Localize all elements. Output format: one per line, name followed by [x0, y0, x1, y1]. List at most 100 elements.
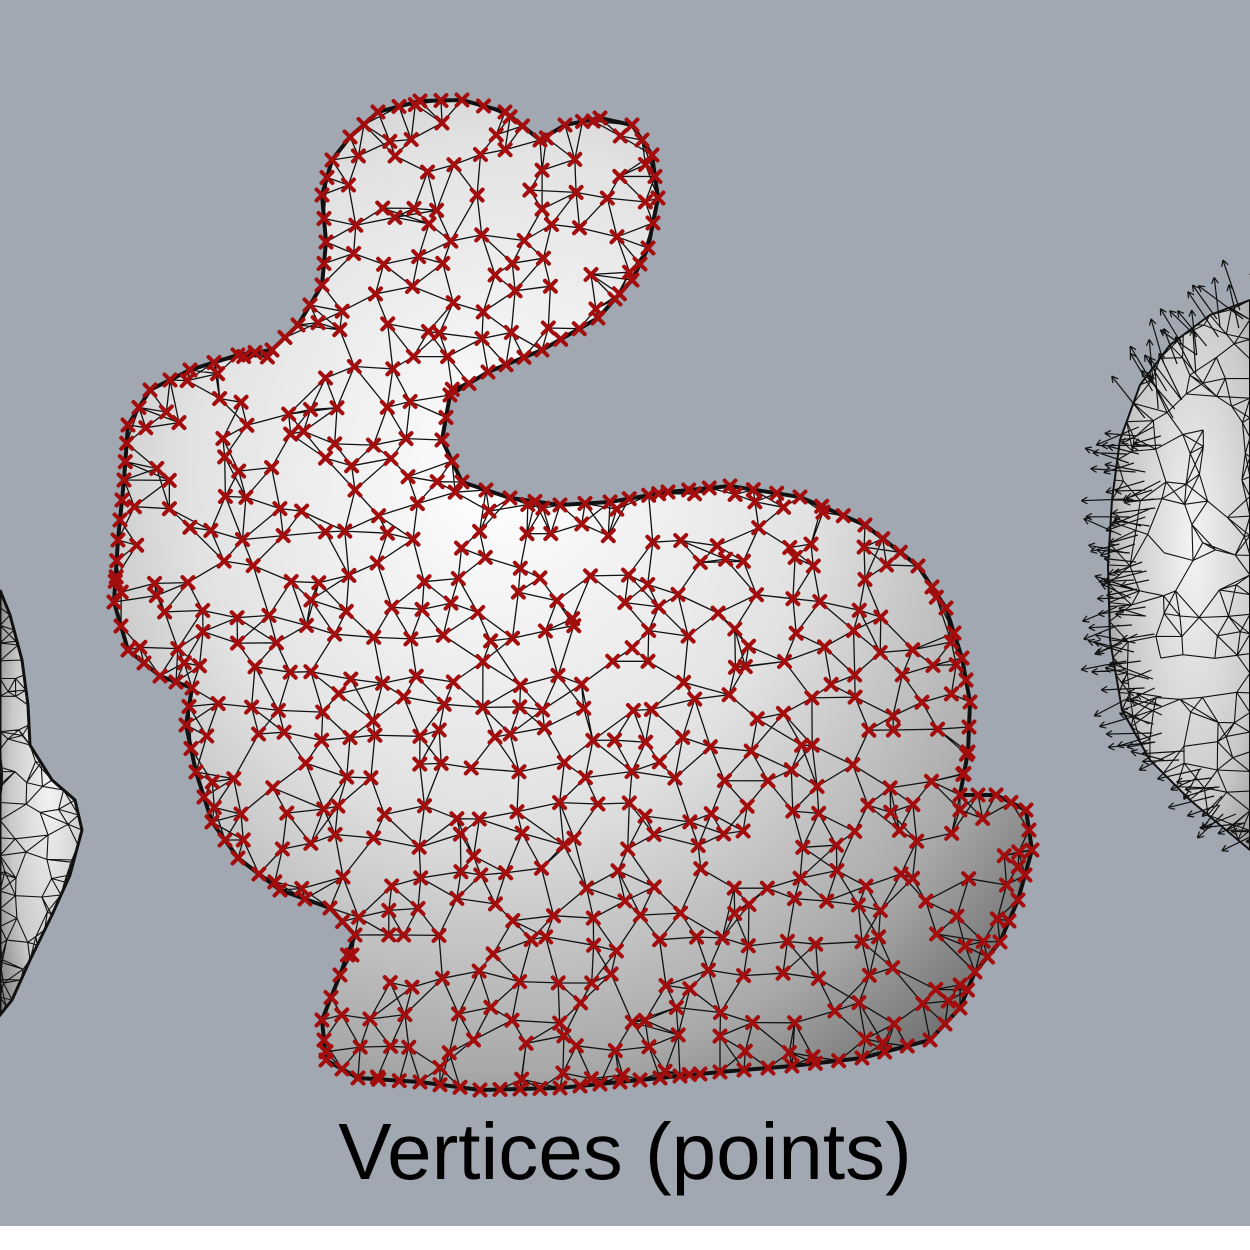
vertex-marker: [375, 675, 391, 691]
vertex-marker: [970, 787, 986, 803]
vertex-marker: [872, 645, 888, 660]
vertex-marker: [740, 938, 756, 954]
vertex-marker: [810, 970, 826, 986]
vertex-marker: [402, 394, 418, 409]
vertex-marker: [519, 526, 535, 542]
vertex-marker: [120, 417, 136, 433]
vertex-marker: [443, 595, 459, 611]
vertex-marker: [700, 962, 716, 978]
vertex-marker: [644, 147, 660, 163]
vertex-marker: [632, 1072, 648, 1088]
vertex-marker: [447, 484, 463, 500]
vertex-marker: [957, 938, 973, 954]
vertex-marker: [206, 355, 222, 370]
vertex-marker: [632, 256, 648, 272]
vertex-marker: [552, 1080, 568, 1096]
vertex-marker: [713, 1005, 728, 1020]
vertex-marker: [384, 878, 400, 894]
vertex-marker: [574, 676, 590, 692]
vertex-marker: [805, 558, 821, 574]
vertex-marker: [807, 1055, 823, 1071]
vertex-marker: [473, 867, 489, 883]
vertex-marker: [366, 437, 381, 453]
vertex-marker: [905, 642, 921, 658]
vertex-marker: [556, 1028, 572, 1044]
vertex-marker: [110, 532, 126, 548]
vertex-marker: [692, 1066, 708, 1082]
vertex-marker: [872, 903, 888, 918]
vertex-marker: [210, 366, 226, 382]
vertex-marker: [461, 376, 477, 391]
vertex-marker: [624, 117, 640, 133]
vertex-marker: [477, 549, 493, 565]
vertex-marker: [658, 978, 674, 993]
vertex-marker: [637, 808, 653, 824]
vertex-marker: [857, 517, 873, 533]
vertex-marker: [532, 1081, 548, 1096]
vertex-marker: [624, 764, 640, 779]
vertex-marker: [485, 946, 501, 962]
vertex-marker: [949, 908, 965, 924]
vertex-marker: [747, 494, 763, 510]
vertex-marker: [376, 256, 392, 272]
vertex-marker: [410, 901, 426, 916]
vertex-marker: [886, 1016, 902, 1032]
vertex-marker: [337, 523, 353, 539]
vertex-marker: [346, 359, 362, 374]
vertex-marker: [382, 975, 398, 991]
vertex-marker: [727, 621, 743, 637]
vertex-marker: [487, 729, 503, 745]
vertex-marker: [703, 806, 719, 822]
vertex-marker: [107, 573, 123, 589]
vertex-marker: [680, 628, 696, 644]
vertex-marker: [851, 995, 867, 1011]
vertex-marker: [116, 472, 132, 488]
vertex-marker: [856, 539, 872, 555]
vertex-marker: [384, 599, 400, 615]
vertex-marker: [660, 484, 676, 500]
vertex-marker: [556, 755, 572, 770]
vertex-marker: [714, 930, 730, 946]
vertex-marker: [794, 737, 810, 753]
vertex-marker: [1021, 822, 1037, 838]
vertex-marker: [779, 933, 795, 949]
vertex-marker: [577, 496, 593, 511]
vertex-marker: [371, 1071, 387, 1087]
vertex-marker: [451, 1006, 466, 1022]
vertex-marker: [344, 458, 360, 474]
vertex-marker: [556, 837, 572, 853]
vertex-marker: [411, 249, 427, 265]
vertex-marker: [760, 773, 776, 789]
vertex-marker: [831, 1053, 847, 1069]
vertex-marker: [436, 696, 452, 712]
vertex-marker: [737, 659, 753, 675]
vertex-marker: [396, 927, 412, 943]
vertex-marker: [117, 454, 133, 470]
vertex-marker: [640, 653, 656, 669]
vertex-marker: [188, 764, 204, 780]
vertex-marker: [946, 625, 962, 641]
vertex-marker: [331, 686, 347, 702]
vertex-marker: [579, 880, 595, 896]
vertex-marker: [332, 967, 348, 983]
vertex-marker: [510, 584, 526, 600]
vertex-marker: [1011, 844, 1027, 860]
vertex-marker: [717, 773, 732, 789]
vertex-marker: [637, 1012, 653, 1028]
vertex-marker: [475, 699, 491, 715]
vertex-marker: [646, 826, 662, 842]
vertex-marker: [673, 905, 688, 921]
vertex-marker: [505, 913, 521, 929]
vertex-marker: [342, 730, 358, 746]
vertex-marker: [924, 773, 939, 789]
vertex-marker: [351, 909, 367, 925]
mesh-edges: [0, 590, 82, 1015]
vertex-marker: [534, 342, 550, 358]
vertex-marker: [612, 168, 628, 184]
vertex-marker: [812, 594, 828, 610]
vertex-marker: [795, 839, 811, 855]
vertex-marker: [871, 929, 887, 945]
vertex-marker: [391, 1073, 407, 1089]
vertex-marker: [162, 372, 178, 388]
